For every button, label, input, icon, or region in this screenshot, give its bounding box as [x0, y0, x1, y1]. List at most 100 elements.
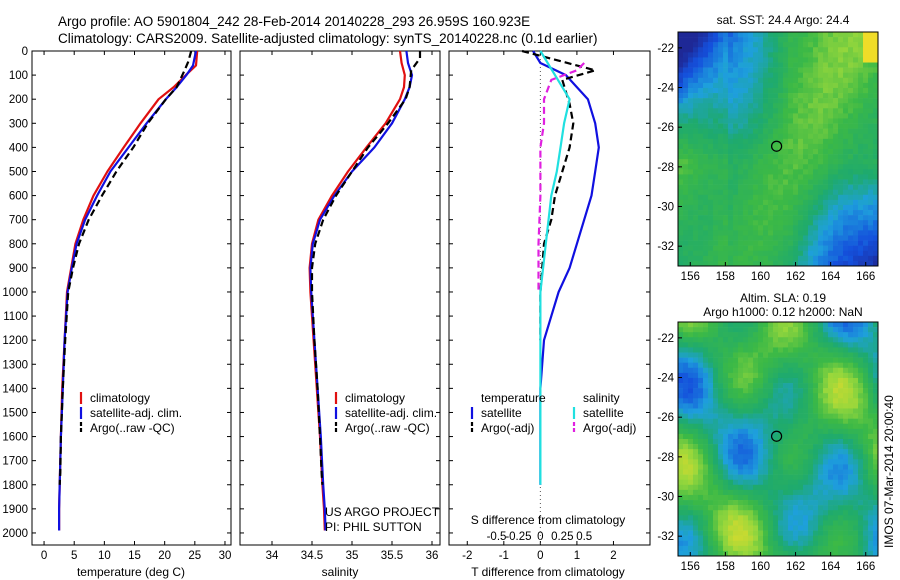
map-cell [828, 393, 834, 399]
map-cell [858, 408, 864, 414]
map-cell [768, 525, 774, 531]
map-cell [703, 439, 709, 445]
map-cell [723, 428, 729, 435]
map-cell [688, 240, 694, 246]
map-cell [798, 37, 804, 43]
map-cell [738, 128, 744, 135]
map-cell [848, 510, 854, 516]
map-cell [793, 545, 799, 552]
map-cell [863, 52, 869, 58]
map-cell [703, 123, 709, 129]
map-cell [843, 489, 849, 496]
map-cell [783, 525, 789, 531]
map-cell [708, 189, 714, 196]
map-cell [803, 464, 809, 470]
map-cell [688, 383, 694, 389]
map-cell [678, 37, 684, 43]
map-cell [823, 535, 829, 542]
map-cell [788, 505, 794, 511]
map-cell [803, 347, 809, 353]
map-cell [758, 433, 764, 440]
map-cell [793, 32, 799, 38]
map-cell [738, 444, 744, 450]
map-cell [808, 164, 814, 170]
map-cell [833, 113, 839, 119]
map-cell [858, 113, 864, 119]
map-cell [838, 352, 844, 358]
map-cell [793, 515, 799, 521]
map-cell [858, 210, 864, 216]
map-cell [713, 332, 719, 338]
map-cell [803, 505, 809, 511]
map-cell [858, 352, 864, 358]
map-cell [718, 408, 724, 414]
map-cell [843, 398, 849, 404]
map-cell [873, 57, 879, 63]
map-cell [718, 454, 724, 460]
map-cell [823, 428, 829, 435]
map-cell [698, 174, 704, 180]
map-cell [688, 154, 694, 160]
map-cell [718, 255, 724, 262]
map-cell [768, 423, 774, 430]
map-cell [853, 103, 859, 109]
map-cell [728, 57, 734, 63]
map-cell [738, 479, 744, 486]
map-cell [768, 337, 774, 343]
map-cell [818, 118, 824, 124]
map-cell [853, 52, 859, 58]
map-cell [868, 154, 874, 160]
map-cell [758, 459, 764, 465]
map-cell [723, 464, 729, 470]
map-cell [863, 128, 869, 135]
map-cell [693, 520, 699, 526]
map-cell [723, 423, 729, 430]
map-cell [713, 545, 719, 552]
map-cell [778, 128, 784, 135]
map-cell [723, 194, 729, 201]
map-cell [718, 383, 724, 389]
map-cell [698, 545, 704, 552]
map-cell [853, 179, 859, 185]
map-cell [833, 149, 839, 155]
map-cell [688, 464, 694, 470]
map-cell [823, 204, 829, 211]
map-cell [718, 550, 724, 557]
map-cell [873, 393, 879, 399]
map-cell [743, 393, 749, 399]
map-cell [783, 362, 789, 369]
map-cell [783, 199, 789, 206]
sla-map-title: Altim. SLA: 0.19 [740, 291, 826, 305]
map-cell [833, 159, 839, 165]
map-cell [793, 474, 799, 480]
map-cell [728, 383, 734, 389]
map-cell [753, 87, 759, 94]
map-cell [793, 103, 799, 109]
map-cell [828, 103, 834, 109]
map-cell [693, 154, 699, 160]
map-cell [808, 133, 814, 140]
map-cell [703, 367, 709, 374]
map-cell [703, 444, 709, 450]
map-cell [743, 37, 749, 43]
map-cell [848, 133, 854, 140]
map-cell [808, 57, 814, 63]
map-cell [753, 393, 759, 399]
map-cell [728, 82, 734, 89]
map-cell [693, 535, 699, 542]
map-cell [718, 398, 724, 404]
map-cell [708, 220, 714, 226]
map-cell [693, 489, 699, 496]
map-cell [733, 484, 739, 491]
map-cell [803, 469, 809, 475]
map-cell [823, 484, 829, 491]
map-cell [868, 459, 874, 465]
map-cell [688, 93, 694, 99]
map-cell [798, 413, 804, 419]
map-cell [808, 184, 814, 190]
map-cell [768, 433, 774, 440]
map-cell [778, 210, 784, 216]
map-cell [868, 32, 874, 38]
map-cell [818, 235, 824, 241]
map-cell [803, 143, 809, 150]
